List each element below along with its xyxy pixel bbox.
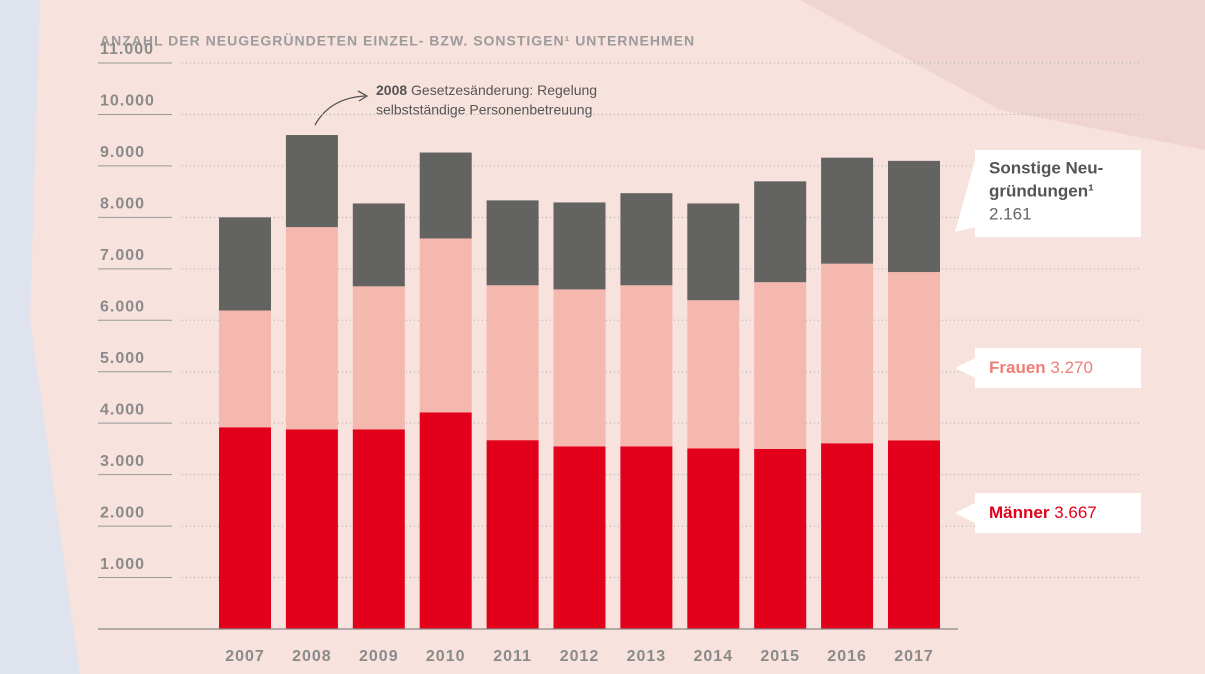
bar-segment xyxy=(888,272,940,440)
bar-segment xyxy=(286,227,338,429)
y-tick-label: 10.000 xyxy=(100,93,155,110)
bar-segment xyxy=(687,203,739,300)
bar-segment xyxy=(420,238,472,412)
bar-segment xyxy=(353,429,405,629)
bar-segment xyxy=(554,202,606,289)
bar-segment xyxy=(286,429,338,629)
y-tick-label: 2.000 xyxy=(100,504,145,521)
bar-segment xyxy=(754,449,806,629)
value-label: 2.161 xyxy=(989,204,1032,223)
bar-segment xyxy=(487,200,539,285)
bar-segment xyxy=(620,193,672,285)
page: ANZAHL DER NEUGEGRÜNDETEN EINZEL- BZW. S… xyxy=(0,0,1205,674)
bar-segment xyxy=(420,153,472,239)
y-tick-label: 11.000 xyxy=(100,41,154,58)
bar-segment xyxy=(620,285,672,446)
bar-segment xyxy=(687,300,739,448)
x-tick-label: 2007 xyxy=(225,648,265,665)
series-label: gründungen¹ xyxy=(989,181,1094,200)
bar-segment xyxy=(888,440,940,629)
x-tick-label: 2017 xyxy=(894,648,934,665)
annotation-year: 2008 xyxy=(376,82,407,98)
bar-segment xyxy=(620,446,672,629)
y-tick-label: 3.000 xyxy=(100,453,145,470)
bar-segment xyxy=(821,443,873,629)
bar-segment xyxy=(353,203,405,286)
series-label-group: Frauen 3.270 xyxy=(989,358,1093,377)
bar-segment xyxy=(353,286,405,429)
y-tick-label: 1.000 xyxy=(100,556,145,573)
chart: ANZAHL DER NEUGEGRÜNDETEN EINZEL- BZW. S… xyxy=(0,0,1205,674)
annotation-text: selbstständige Personenbetreuung xyxy=(376,102,592,118)
bar-segment xyxy=(754,181,806,282)
series-label-group: Männer 3.667 xyxy=(989,503,1097,522)
value-label: 3.270 xyxy=(1050,358,1093,377)
annotation: 2008 Gesetzesänderung: Regelung xyxy=(376,82,597,98)
x-tick-label: 2015 xyxy=(760,648,800,665)
bar-segment xyxy=(687,448,739,629)
annotation-text: Gesetzesänderung: Regelung xyxy=(411,82,597,98)
series-label: Männer xyxy=(989,503,1050,522)
y-tick-label: 7.000 xyxy=(100,247,145,264)
series-label: Sonstige Neu- xyxy=(989,158,1103,177)
bar-segment xyxy=(821,264,873,444)
x-tick-label: 2011 xyxy=(493,648,532,665)
y-tick-label: 4.000 xyxy=(100,401,145,418)
bar-segment xyxy=(487,440,539,629)
bar-segment xyxy=(554,289,606,446)
chart-title: ANZAHL DER NEUGEGRÜNDETEN EINZEL- BZW. S… xyxy=(100,33,695,49)
bar-segment xyxy=(219,310,271,427)
bar-segment xyxy=(821,158,873,264)
x-tick-label: 2014 xyxy=(694,648,734,665)
x-tick-label: 2010 xyxy=(426,648,466,665)
bar-segment xyxy=(888,161,940,272)
x-tick-label: 2008 xyxy=(292,648,332,665)
x-tick-label: 2016 xyxy=(827,648,867,665)
x-tick-label: 2012 xyxy=(560,648,600,665)
series-label: Frauen xyxy=(989,358,1046,377)
bar-segment xyxy=(219,217,271,310)
y-tick-label: 8.000 xyxy=(100,196,145,213)
bar-segment xyxy=(754,282,806,449)
y-tick-label: 9.000 xyxy=(100,144,145,161)
bar-segment xyxy=(420,412,472,629)
bar-segment xyxy=(219,427,271,629)
value-label: 3.667 xyxy=(1054,503,1097,522)
bar-segment xyxy=(487,285,539,440)
x-tick-label: 2013 xyxy=(627,648,667,665)
x-tick-label: 2009 xyxy=(359,648,399,665)
bar-segment xyxy=(286,135,338,227)
y-tick-label: 6.000 xyxy=(100,298,145,315)
bar-segment xyxy=(554,446,606,629)
y-tick-label: 5.000 xyxy=(100,350,145,367)
